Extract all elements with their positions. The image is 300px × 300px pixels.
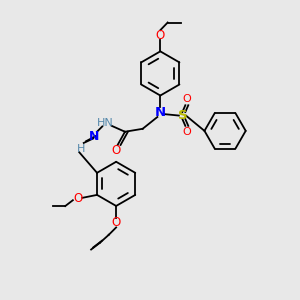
Text: O: O xyxy=(182,127,191,137)
Text: H: H xyxy=(76,144,85,154)
Text: O: O xyxy=(156,29,165,42)
Text: O: O xyxy=(73,192,83,205)
Text: N: N xyxy=(89,130,99,143)
Text: S: S xyxy=(178,109,187,122)
Text: O: O xyxy=(182,94,191,104)
Text: N: N xyxy=(155,106,166,119)
Text: HN: HN xyxy=(97,118,114,128)
Text: O: O xyxy=(112,144,121,157)
Text: O: O xyxy=(112,216,121,229)
